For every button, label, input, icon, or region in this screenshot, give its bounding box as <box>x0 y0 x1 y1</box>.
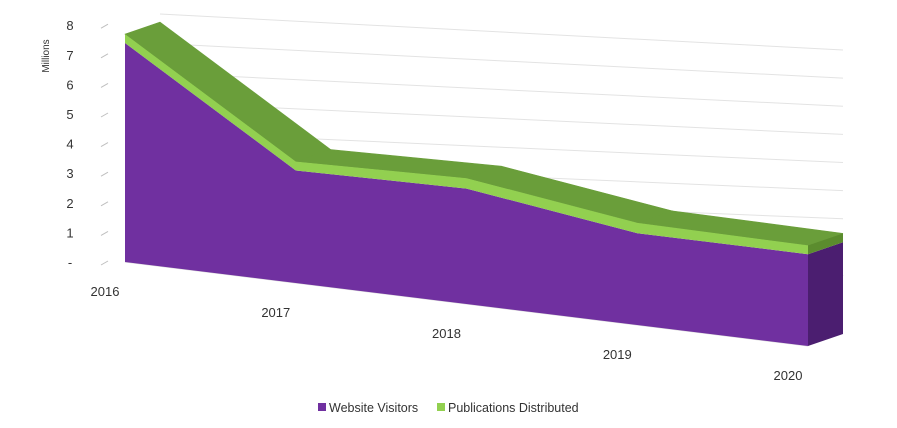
y-tick-mark <box>100 23 109 29</box>
x-tick-label: 2017 <box>261 305 290 320</box>
plot-area <box>124 21 844 346</box>
gridline <box>159 72 844 107</box>
gridline <box>159 43 844 79</box>
x-tick-label: 2018 <box>432 326 461 341</box>
y-tick-label: 2 <box>66 196 73 211</box>
legend-swatch <box>437 403 445 411</box>
y-tick-mark <box>100 260 109 266</box>
gridline <box>159 13 844 51</box>
x-tick-label: 2020 <box>774 368 803 383</box>
x-tick-label: 2016 <box>91 284 120 299</box>
y-tick-label: 3 <box>66 166 73 181</box>
x-axis: 2016 2017 2018 2019 2020 <box>91 284 803 383</box>
x-tick-label: 2019 <box>603 347 632 362</box>
legend: Website Visitors Publications Distributed <box>318 401 579 415</box>
y-axis: - 1 2 3 4 5 6 7 8 <box>66 18 109 270</box>
y-tick-mark <box>100 112 109 118</box>
y-tick-mark <box>100 142 109 148</box>
y-tick-mark <box>100 230 109 236</box>
series-area-website-visitors <box>125 43 808 346</box>
y-tick-mark <box>100 53 109 59</box>
series-side-face <box>808 242 843 346</box>
series-side-face <box>808 233 843 255</box>
y-tick-label: 6 <box>66 77 73 92</box>
y-tick-label: 5 <box>66 107 73 122</box>
y-tick-label: 1 <box>66 225 73 240</box>
y-tick-mark <box>100 201 109 207</box>
legend-label: Publications Distributed <box>448 401 579 415</box>
legend-swatch <box>318 403 326 411</box>
y-tick-label: - <box>68 255 72 270</box>
y-tick-label: 7 <box>66 48 73 63</box>
y-tick-label: 4 <box>66 137 73 152</box>
y-tick-mark <box>100 82 109 88</box>
legend-label: Website Visitors <box>329 401 418 415</box>
y-tick-label: 8 <box>66 18 73 33</box>
series-area-publications-distributed <box>125 34 808 255</box>
y-tick-mark <box>100 171 109 177</box>
y-axis-title: Millions <box>41 39 52 72</box>
